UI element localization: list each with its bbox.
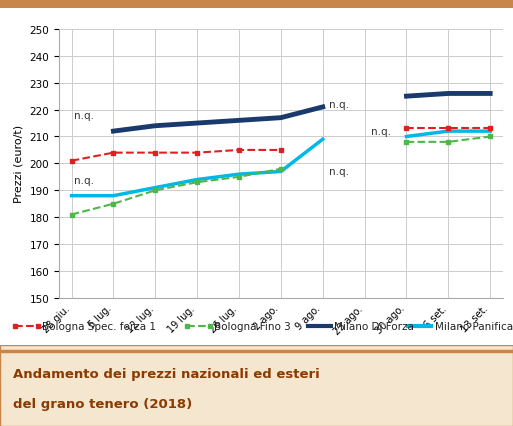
Text: Bologna Fino 3: Bologna Fino 3 <box>214 321 291 331</box>
Text: Bologna Spec. forza 1: Bologna Spec. forza 1 <box>42 321 156 331</box>
Text: n.q.: n.q. <box>371 127 391 137</box>
Text: del grano tenero (2018): del grano tenero (2018) <box>13 397 192 410</box>
Text: Andamento dei prezzi nazionali ed esteri: Andamento dei prezzi nazionali ed esteri <box>13 367 320 380</box>
Text: Milano Panificabile: Milano Panificabile <box>435 321 513 331</box>
Text: n.q.: n.q. <box>74 111 94 121</box>
Text: n.q.: n.q. <box>329 100 349 110</box>
Text: n.q.: n.q. <box>329 167 349 177</box>
Text: Milano Di Forza: Milano Di Forza <box>334 321 415 331</box>
Y-axis label: Prezzi (euro/t): Prezzi (euro/t) <box>14 125 24 203</box>
Text: n.q.: n.q. <box>74 175 94 185</box>
